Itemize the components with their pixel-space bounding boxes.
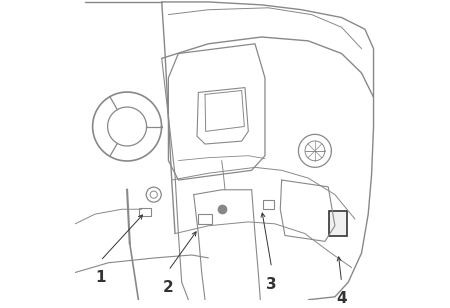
Text: 2: 2 [163, 280, 174, 294]
FancyBboxPatch shape [329, 211, 347, 237]
Text: 1: 1 [95, 270, 106, 285]
Text: 4: 4 [336, 291, 347, 306]
Text: 3: 3 [266, 277, 277, 292]
FancyBboxPatch shape [75, 0, 375, 300]
